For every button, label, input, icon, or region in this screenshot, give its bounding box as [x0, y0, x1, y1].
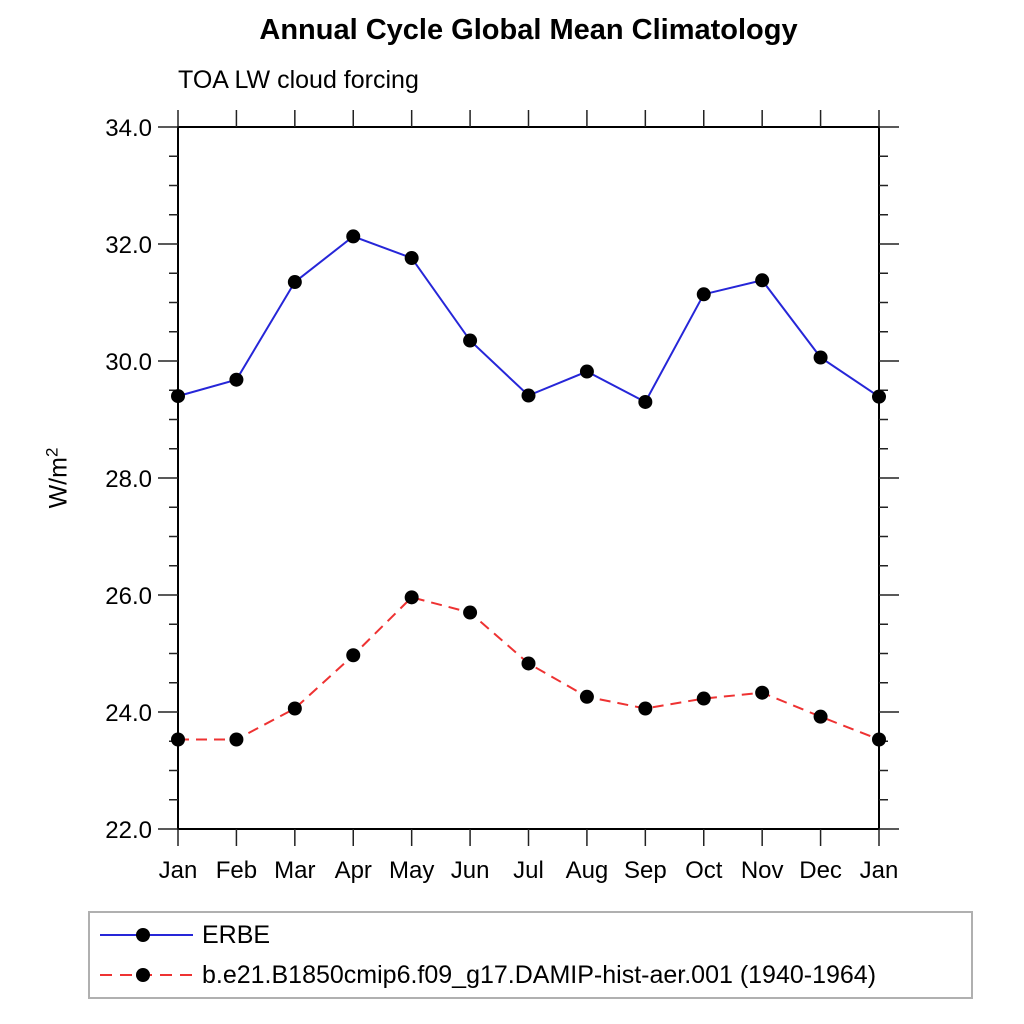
data-point-0-0 — [171, 389, 185, 404]
legend-line-sample-erbe — [100, 928, 193, 942]
x-tick-label: Dec — [799, 857, 842, 884]
data-point-0-5 — [463, 333, 478, 348]
data-point-0-11 — [813, 350, 828, 365]
legend: ERBE b.e21.B1850cmip6.f09_g17.DAMIP-hist… — [88, 911, 973, 999]
data-point-0-12 — [872, 389, 886, 404]
data-point-1-12 — [872, 732, 886, 747]
x-tick-label: Feb — [216, 857, 257, 884]
legend-label-model: b.e21.B1850cmip6.f09_g17.DAMIP-hist-aer.… — [202, 960, 877, 989]
x-tick-label: Oct — [685, 857, 723, 884]
chart-title: Annual Cycle Global Mean Climatology — [259, 14, 798, 46]
x-tick-label: Sep — [624, 857, 667, 884]
x-tick-label: Jan — [860, 857, 899, 884]
y-tick-label: 34.0 — [105, 115, 152, 142]
y-tick-label: 22.0 — [105, 817, 152, 844]
data-point-1-3 — [346, 648, 361, 663]
data-point-1-7 — [579, 689, 594, 704]
data-point-1-11 — [813, 709, 828, 724]
x-tick-label: May — [389, 857, 434, 884]
x-tick-label: Nov — [741, 857, 784, 884]
x-tick-label: Jul — [513, 857, 544, 884]
y-tick-label: 32.0 — [105, 232, 152, 259]
data-point-0-4 — [404, 251, 419, 266]
data-point-1-9 — [696, 691, 711, 706]
data-point-0-10 — [755, 273, 770, 288]
chart-subtitle: TOA LW cloud forcing — [178, 66, 419, 94]
data-point-0-8 — [638, 394, 653, 409]
x-tick-label: Jan — [159, 857, 198, 884]
data-point-1-10 — [755, 685, 770, 700]
plot-frame — [177, 126, 880, 830]
data-point-0-6 — [521, 388, 536, 403]
data-point-1-6 — [521, 656, 536, 671]
data-point-1-1 — [229, 732, 244, 747]
legend-item-model: b.e21.B1850cmip6.f09_g17.DAMIP-hist-aer.… — [98, 957, 971, 993]
data-point-1-2 — [287, 701, 302, 716]
x-tick-label: Apr — [335, 857, 372, 884]
legend-item-erbe: ERBE — [98, 917, 971, 953]
y-tick-label: 30.0 — [105, 349, 152, 376]
data-point-1-4 — [404, 590, 419, 605]
legend-line-sample-model — [100, 968, 193, 982]
data-point-0-1 — [229, 372, 244, 387]
y-tick-label: 24.0 — [105, 700, 152, 727]
x-tick-label: Mar — [274, 857, 315, 884]
data-point-0-3 — [346, 229, 361, 244]
data-point-0-2 — [287, 275, 302, 290]
data-point-1-8 — [638, 701, 653, 716]
data-point-0-7 — [579, 364, 594, 379]
series-line-0 — [177, 235, 880, 404]
y-tick-label: 28.0 — [105, 466, 152, 493]
x-tick-label: Jun — [451, 857, 490, 884]
legend-label-erbe: ERBE — [202, 920, 271, 949]
y-tick-label: 26.0 — [105, 583, 152, 610]
data-point-1-5 — [463, 605, 478, 620]
x-tick-label: Aug — [566, 857, 609, 884]
data-point-1-0 — [171, 732, 185, 747]
data-point-0-9 — [696, 287, 711, 302]
